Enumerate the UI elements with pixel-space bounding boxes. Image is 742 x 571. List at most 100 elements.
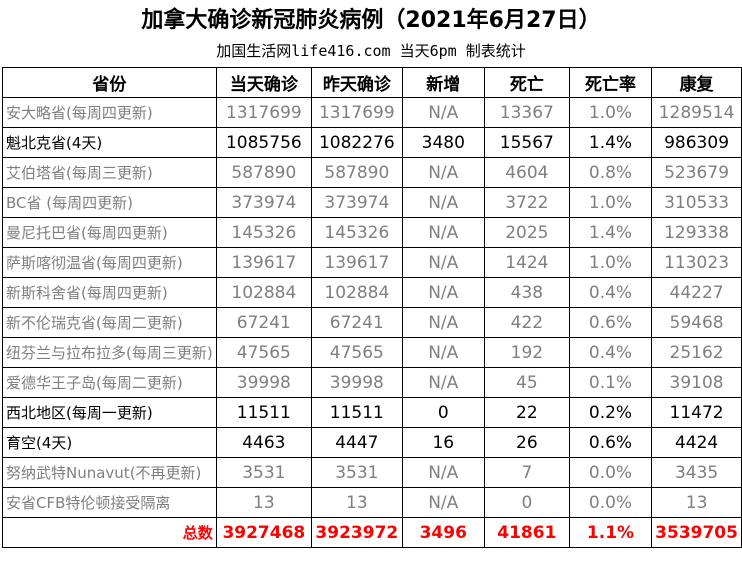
cell: 1.0%: [568, 187, 653, 218]
row-label: 纽芬兰与拉布拉多(每周三更新): [2, 337, 217, 368]
cell: 1082276: [310, 127, 403, 158]
row-label: 曼尼托巴省(每周四更新): [2, 217, 217, 248]
cell: 113023: [651, 247, 742, 278]
data-row: 纽芬兰与拉布拉多(每周三更新) 47565 47565 N/A 192 0.4% 25162: [2, 337, 742, 368]
cell: 139617: [215, 247, 312, 278]
cell: N/A: [401, 307, 485, 338]
cell: 0.1%: [568, 367, 653, 398]
column-header: 康复: [651, 67, 742, 98]
row-label: BC省 (每周四更新): [2, 187, 217, 218]
cell: 0.2%: [568, 397, 653, 428]
cell: N/A: [401, 487, 485, 518]
cell: 0.6%: [568, 427, 653, 458]
title: 加拿大确诊新冠肺炎病例（2021年6月27日）: [141, 8, 601, 33]
cell: N/A: [401, 217, 485, 248]
row-label: 安大略省(每周四更新): [2, 97, 217, 128]
cell: N/A: [401, 247, 485, 278]
data-row: 艾伯塔省(每周三更新) 587890 587890 N/A 4604 0.8% 523679: [2, 157, 742, 188]
column-header: 当天确诊: [215, 67, 312, 98]
data-row: 西北地区(每周一更新) 11511 11511 0 22 0.2% 11472: [2, 397, 742, 428]
cell: 26: [483, 427, 570, 458]
cell: 13367: [483, 97, 570, 128]
column-header: 死亡: [483, 67, 570, 98]
data-row: 萨斯喀彻温省(每周四更新) 139617 139617 N/A 1424 1.0% 1130…: [2, 247, 742, 278]
cell: 0.0%: [568, 487, 653, 518]
cell: 4463: [215, 427, 312, 458]
cell: N/A: [401, 277, 485, 308]
cell: 145326: [215, 217, 312, 248]
cell: N/A: [401, 97, 485, 128]
cell: 22: [483, 397, 570, 428]
cell: 0.4%: [568, 337, 653, 368]
cell: 1.1%: [568, 517, 653, 548]
cell: 3923972: [310, 517, 403, 548]
cell: 4604: [483, 157, 570, 188]
cell: 0.8%: [568, 157, 653, 188]
data-row: 曼尼托巴省(每周四更新) 145326 145326 N/A 2025 1.4% 12933…: [2, 217, 742, 248]
cell: 41861: [483, 517, 570, 548]
cell: 192: [483, 337, 570, 368]
cell: 3531: [215, 457, 312, 488]
data-row: 新斯科舍省(每周四更新) 102884 102884 N/A 438 0.4% 44227: [2, 277, 742, 308]
cell: 59468: [651, 307, 742, 338]
row-label: 育空(4天): [2, 427, 217, 458]
cell: 373974: [215, 187, 312, 218]
cell: 13: [215, 487, 312, 518]
cell: N/A: [401, 187, 485, 218]
cell: 0.4%: [568, 277, 653, 308]
cell: N/A: [401, 337, 485, 368]
cell: 1.0%: [568, 97, 653, 128]
row-label: 新不伦瑞克省(每周二更新): [2, 307, 217, 338]
cell: 986309: [651, 127, 742, 158]
row-label: 新斯科舍省(每周四更新): [2, 277, 217, 308]
data-row: 安省CFB特伦顿接受隔离 13 13 N/A 0 0.0% 13: [2, 487, 742, 518]
cell: 11511: [310, 397, 403, 428]
cell: 3539705: [651, 517, 742, 548]
cell: N/A: [401, 457, 485, 488]
cell: 25162: [651, 337, 742, 368]
cell: 1.0%: [568, 247, 653, 278]
cell: 44227: [651, 277, 742, 308]
data-row: 育空(4天) 4463 4447 16 26 0.6% 4424: [2, 427, 742, 458]
cell: 11472: [651, 397, 742, 428]
cell: 1317699: [310, 97, 403, 128]
cell: 3480: [401, 127, 485, 158]
cell: 15567: [483, 127, 570, 158]
cell: 587890: [215, 157, 312, 188]
data-row: 努纳武特Nunavut(不再更新) 3531 3531 N/A 7 0.0% 3435: [2, 457, 742, 488]
subtitle: 加国生活网life416.com 当天6pm 制表统计: [216, 42, 526, 60]
cell: 39998: [215, 367, 312, 398]
header-row: 省份 当天确诊 昨天确诊 新增 死亡 死亡率 康复: [2, 67, 742, 98]
cell: 373974: [310, 187, 403, 218]
cell: 39108: [651, 367, 742, 398]
cell: 438: [483, 277, 570, 308]
column-header: 新增: [401, 67, 485, 98]
cell: 3722: [483, 187, 570, 218]
cell: 1424: [483, 247, 570, 278]
cell: 67241: [310, 307, 403, 338]
cell: 1289514: [651, 97, 742, 128]
data-row: 魁北克省(4天) 1085756 1082276 3480 15567 1.4% 98630…: [2, 127, 742, 158]
cell: 1085756: [215, 127, 312, 158]
cell: 0: [483, 487, 570, 518]
cell: N/A: [401, 367, 485, 398]
cell: 67241: [215, 307, 312, 338]
cell: 129338: [651, 217, 742, 248]
cell: 4424: [651, 427, 742, 458]
cell: 11511: [215, 397, 312, 428]
cell: 16: [401, 427, 485, 458]
data-row: 新不伦瑞克省(每周二更新) 67241 67241 N/A 422 0.6% 59468: [2, 307, 742, 338]
cell: 3496: [401, 517, 485, 548]
cell: 47565: [310, 337, 403, 368]
row-label: 总数: [2, 517, 217, 548]
cell: 2025: [483, 217, 570, 248]
cell: 3435: [651, 457, 742, 488]
cell: 102884: [310, 277, 403, 308]
total: 总数 3927468 3923972 3496 41861 1.1% 3539705: [2, 517, 742, 548]
cell: 139617: [310, 247, 403, 278]
row-label: 魁北克省(4天): [2, 127, 217, 158]
cell: 0.6%: [568, 307, 653, 338]
row-label: 萨斯喀彻温省(每周四更新): [2, 247, 217, 278]
cell: 145326: [310, 217, 403, 248]
